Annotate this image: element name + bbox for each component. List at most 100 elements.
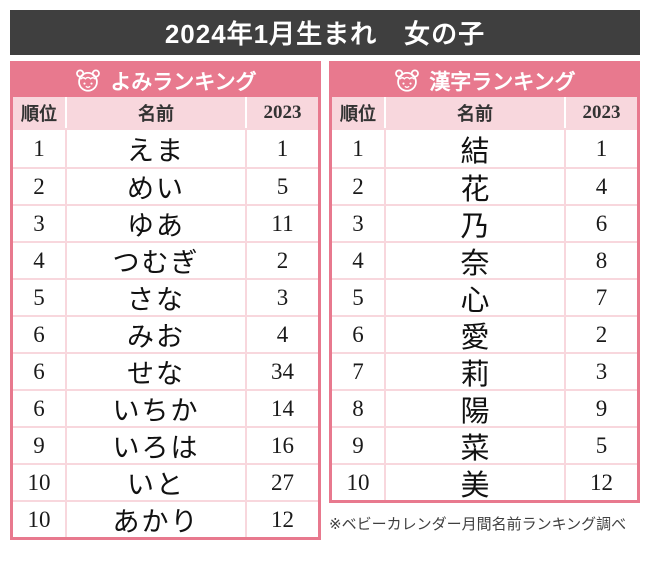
name-cell: 奈 bbox=[384, 243, 564, 278]
prev-rank-cell: 9 bbox=[564, 391, 637, 426]
prev-rank-cell: 16 bbox=[245, 428, 318, 463]
rank-cell: 6 bbox=[33, 321, 45, 347]
table-row: 6 せな 34 bbox=[13, 352, 318, 389]
rank-cell: 1 bbox=[33, 135, 45, 161]
name-cell: えま bbox=[65, 130, 245, 167]
tables-container: よみランキング 順位 名前 2023 1 えま 1 2 めい bbox=[10, 61, 640, 540]
table-row: 4 つむぎ 2 bbox=[13, 241, 318, 278]
prev-rank-cell: 7 bbox=[564, 280, 637, 315]
prev-rank-cell: 4 bbox=[245, 317, 318, 352]
table-row: 3 ゆあ 11 bbox=[13, 204, 318, 241]
table-row: 6 いちか 14 bbox=[13, 389, 318, 426]
table-row: 1 えま 1 bbox=[13, 130, 318, 167]
prev-rank-cell: 4 bbox=[564, 169, 637, 204]
prev-rank-cell: 12 bbox=[564, 465, 637, 500]
name-cell: 花 bbox=[384, 169, 564, 204]
table-row: 2 めい 5 bbox=[13, 167, 318, 204]
source-note: ※ベビーカレンダー月間名前ランキング調べ bbox=[329, 516, 627, 533]
name-cell: 心 bbox=[384, 280, 564, 315]
name-cell: 莉 bbox=[384, 354, 564, 389]
name-cell: つむぎ bbox=[65, 243, 245, 278]
kanji-ranking-title: 漢字ランキング bbox=[429, 70, 576, 94]
name-cell: あかり bbox=[65, 502, 245, 537]
rank-cell: 3 bbox=[33, 210, 45, 236]
rank-cell: 2 bbox=[33, 173, 45, 199]
table-row: 6 みお 4 bbox=[13, 315, 318, 352]
rank-cell: 3 bbox=[352, 210, 364, 236]
prev-rank-cell: 2 bbox=[564, 317, 637, 352]
name-cell: ゆあ bbox=[65, 206, 245, 241]
name-cell: いちか bbox=[65, 391, 245, 426]
prev-rank-cell: 2 bbox=[245, 243, 318, 278]
name-cell: 結 bbox=[384, 130, 564, 167]
prev-rank-cell: 1 bbox=[564, 130, 637, 167]
rank-cell: 7 bbox=[352, 358, 364, 384]
yomi-column-header-row: 順位 名前 2023 bbox=[13, 97, 318, 130]
kanji-ranking-header: 漢字ランキング bbox=[332, 64, 637, 97]
prev-rank-cell: 34 bbox=[245, 354, 318, 389]
table-row: 5 さな 3 bbox=[13, 278, 318, 315]
table-row: 8 陽 9 bbox=[332, 389, 637, 426]
rank-cell: 6 bbox=[33, 395, 45, 421]
prev-rank-cell: 3 bbox=[564, 354, 637, 389]
baby-girl-icon bbox=[74, 68, 102, 93]
name-cell: いろは bbox=[65, 428, 245, 463]
name-cell: みお bbox=[65, 317, 245, 352]
table-row: 10 いと 27 bbox=[13, 463, 318, 500]
rank-cell: 9 bbox=[33, 432, 45, 458]
table-row: 1 結 1 bbox=[332, 130, 637, 167]
yomi-ranking-table: よみランキング 順位 名前 2023 1 えま 1 2 めい bbox=[10, 61, 321, 540]
table-row: 5 心 7 bbox=[332, 278, 637, 315]
prev-rank-cell: 6 bbox=[564, 206, 637, 241]
rank-cell: 10 bbox=[346, 469, 370, 495]
rank-cell: 9 bbox=[352, 432, 364, 458]
prev-rank-cell: 27 bbox=[245, 465, 318, 500]
rank-cell: 1 bbox=[352, 135, 364, 161]
name-cell: せな bbox=[65, 354, 245, 389]
rank-cell: 5 bbox=[352, 284, 364, 310]
yomi-ranking-title: よみランキング bbox=[110, 70, 257, 94]
name-cell: めい bbox=[65, 169, 245, 204]
yomi-ranking-header: よみランキング bbox=[13, 64, 318, 97]
prev-rank-cell: 8 bbox=[564, 243, 637, 278]
kanji-ranking-table: 漢字ランキング 順位 名前 2023 1 結 1 bbox=[329, 61, 640, 503]
rank-cell: 10 bbox=[27, 506, 51, 532]
yomi-table-body: 1 えま 1 2 めい 5 3 ゆあ 11 bbox=[13, 130, 318, 537]
kanji-table-body: 1 結 1 2 花 4 3 乃 bbox=[332, 130, 637, 500]
prev-rank-cell: 12 bbox=[245, 502, 318, 537]
name-cell: 美 bbox=[384, 465, 564, 500]
table-row: 2 花 4 bbox=[332, 167, 637, 204]
name-cell: さな bbox=[65, 280, 245, 315]
name-cell: いと bbox=[65, 465, 245, 500]
rank-cell: 10 bbox=[27, 469, 51, 495]
prev-rank-cell: 3 bbox=[245, 280, 318, 315]
table-row: 9 菜 5 bbox=[332, 426, 637, 463]
rank-cell: 5 bbox=[33, 284, 45, 310]
rank-column-header: 順位 bbox=[21, 103, 57, 124]
table-row: 6 愛 2 bbox=[332, 315, 637, 352]
name-cell: 菜 bbox=[384, 428, 564, 463]
table-row: 10 あかり 12 bbox=[13, 500, 318, 537]
name-column-header: 名前 bbox=[65, 97, 245, 128]
right-column: 漢字ランキング 順位 名前 2023 1 結 1 bbox=[329, 61, 640, 534]
name-cell: 陽 bbox=[384, 391, 564, 426]
kanji-column-header-row: 順位 名前 2023 bbox=[332, 97, 637, 130]
rank-column-header: 順位 bbox=[340, 103, 376, 124]
name-column-header: 名前 bbox=[384, 97, 564, 128]
prev-rank-cell: 14 bbox=[245, 391, 318, 426]
prev-year-column-header: 2023 bbox=[564, 97, 637, 128]
table-row: 3 乃 6 bbox=[332, 204, 637, 241]
table-row: 9 いろは 16 bbox=[13, 426, 318, 463]
baby-girl-icon bbox=[393, 68, 421, 93]
rank-cell: 6 bbox=[33, 358, 45, 384]
rank-cell: 4 bbox=[33, 247, 45, 273]
table-row: 4 奈 8 bbox=[332, 241, 637, 278]
table-row: 7 莉 3 bbox=[332, 352, 637, 389]
page-title: 2024年1月生まれ 女の子 bbox=[10, 10, 640, 55]
rank-cell: 2 bbox=[352, 173, 364, 199]
rank-cell: 4 bbox=[352, 247, 364, 273]
table-row: 10 美 12 bbox=[332, 463, 637, 500]
rank-cell: 8 bbox=[352, 395, 364, 421]
name-cell: 乃 bbox=[384, 206, 564, 241]
